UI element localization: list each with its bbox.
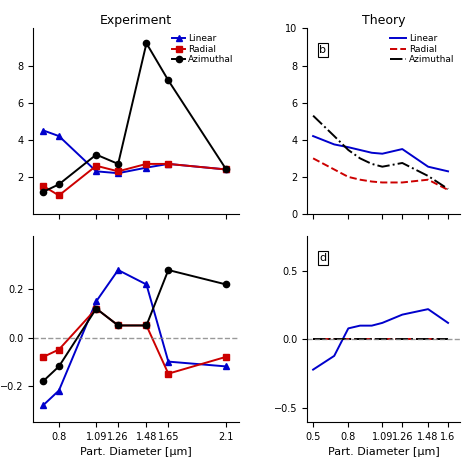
Linear	[41, 128, 46, 133]
Radial	[56, 192, 62, 198]
Azimuthal	[369, 161, 374, 167]
Azimuthal	[380, 164, 385, 170]
Linear	[93, 168, 99, 174]
Linear	[346, 145, 351, 150]
Radial	[380, 180, 385, 185]
Line: Azimuthal: Azimuthal	[313, 116, 448, 189]
Title: Theory: Theory	[362, 14, 405, 27]
Azimuthal	[357, 155, 363, 161]
Radial	[41, 183, 46, 189]
Linear	[115, 170, 121, 176]
Line: Linear: Linear	[313, 136, 448, 171]
X-axis label: Part. Diameter [μm]: Part. Diameter [μm]	[80, 447, 192, 457]
Radial	[144, 161, 149, 167]
Legend: Linear, Radial, Azimuthal: Linear, Radial, Azimuthal	[389, 33, 455, 65]
Linear	[144, 165, 149, 171]
Azimuthal	[144, 40, 149, 46]
Azimuthal	[310, 113, 316, 118]
Linear	[425, 164, 431, 170]
Azimuthal	[93, 152, 99, 157]
Line: Radial: Radial	[313, 158, 448, 190]
Legend: Linear, Radial, Azimuthal: Linear, Radial, Azimuthal	[171, 33, 235, 65]
Line: Linear: Linear	[40, 128, 229, 176]
Linear	[223, 167, 229, 173]
Linear	[369, 150, 374, 155]
Text: d: d	[319, 253, 327, 263]
Title: Experiment: Experiment	[100, 14, 172, 27]
Radial	[93, 163, 99, 169]
Radial	[310, 155, 316, 161]
Linear	[400, 146, 405, 152]
Line: Azimuthal: Azimuthal	[40, 40, 229, 195]
Azimuthal	[165, 78, 171, 83]
Azimuthal	[41, 189, 46, 195]
Linear	[165, 161, 171, 167]
Azimuthal	[346, 147, 351, 153]
Radial	[425, 177, 431, 182]
Radial	[223, 167, 229, 173]
Radial	[331, 167, 337, 173]
Radial	[369, 179, 374, 184]
Azimuthal	[425, 173, 431, 179]
Azimuthal	[223, 167, 229, 173]
X-axis label: Part. Diameter [μm]: Part. Diameter [μm]	[328, 447, 439, 457]
Azimuthal	[400, 160, 405, 166]
Azimuthal	[445, 186, 451, 192]
Radial	[346, 174, 351, 180]
Radial	[400, 180, 405, 185]
Linear	[380, 151, 385, 156]
Text: b: b	[319, 45, 327, 55]
Linear	[357, 147, 363, 153]
Linear	[310, 133, 316, 139]
Linear	[56, 133, 62, 139]
Linear	[445, 168, 451, 174]
Radial	[115, 168, 121, 174]
Azimuthal	[56, 182, 62, 187]
Radial	[357, 177, 363, 182]
Radial	[445, 187, 451, 193]
Radial	[165, 161, 171, 167]
Line: Radial: Radial	[40, 161, 229, 199]
Azimuthal	[115, 161, 121, 167]
Azimuthal	[331, 133, 337, 139]
Linear	[331, 142, 337, 147]
